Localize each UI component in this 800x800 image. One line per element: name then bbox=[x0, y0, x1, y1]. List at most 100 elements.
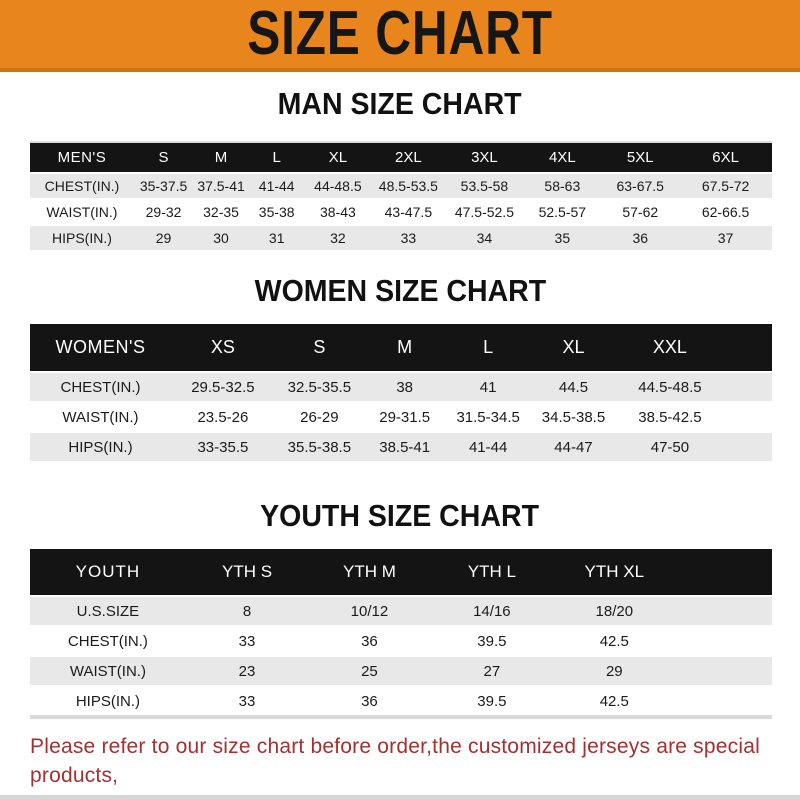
size-value: 35.5-38.5 bbox=[274, 431, 364, 461]
table-row: HIPS(IN.) 33-35.5 35.5-38.5 38.5-41 41-4… bbox=[30, 431, 772, 461]
size-value: 8 bbox=[185, 595, 309, 625]
measurement-label: WAIST(IN.) bbox=[30, 198, 134, 224]
size-column-header: L bbox=[445, 324, 531, 371]
spacer-cell bbox=[675, 549, 772, 595]
youth-size-table: YOUTH YTH S YTH M YTH L YTH XL U.S.SIZE … bbox=[30, 549, 772, 719]
size-value: 62-66.5 bbox=[679, 198, 772, 224]
size-value: 14/16 bbox=[430, 595, 554, 625]
size-column-header: M bbox=[193, 143, 249, 172]
size-value: 31 bbox=[248, 224, 305, 250]
size-column-header: XL bbox=[304, 143, 372, 172]
size-value: 26-29 bbox=[274, 401, 364, 431]
size-value: 32 bbox=[304, 224, 372, 250]
notice-line-1: Please refer to our size chart before or… bbox=[30, 735, 760, 787]
size-column-header: 6XL bbox=[679, 143, 772, 172]
size-value: 35-37.5 bbox=[133, 172, 194, 198]
size-value: 29-31.5 bbox=[363, 401, 446, 431]
size-value: 33 bbox=[185, 625, 309, 655]
size-value: 43-47.5 bbox=[371, 198, 446, 224]
size-value: 38-43 bbox=[304, 198, 372, 224]
measurement-label: WAIST(IN.) bbox=[30, 401, 171, 431]
size-value: 41-44 bbox=[248, 172, 305, 198]
size-value: 44.5-48.5 bbox=[616, 371, 724, 401]
size-column-header: YTH XL bbox=[553, 549, 676, 595]
table-row: HIPS(IN.) 29 30 31 32 33 34 35 36 37 bbox=[30, 224, 772, 250]
measurement-label: HIPS(IN.) bbox=[30, 685, 186, 715]
size-column-header: 5XL bbox=[601, 143, 680, 172]
women-section-heading: WOMEN SIZE CHART bbox=[0, 274, 800, 308]
women-size-table: WOMEN'S XS S M L XL XXL CHEST(IN.) 29.5-… bbox=[30, 324, 772, 461]
size-value: 33-35.5 bbox=[170, 431, 275, 461]
size-value: 32-35 bbox=[193, 198, 249, 224]
measurement-label: CHEST(IN.) bbox=[30, 172, 134, 198]
size-value: 67.5-72 bbox=[679, 172, 772, 198]
table-row: CHEST(IN.) 29.5-32.5 32.5-35.5 38 41 44.… bbox=[30, 371, 772, 401]
measurement-label: U.S.SIZE bbox=[30, 595, 186, 625]
table-row: WAIST(IN.) 29-32 32-35 35-38 38-43 43-47… bbox=[30, 198, 772, 224]
size-column-header: 4XL bbox=[523, 143, 602, 172]
table-row: CHEST(IN.) 33 36 39.5 42.5 bbox=[30, 625, 772, 655]
spacer-cell bbox=[675, 625, 772, 655]
youth-header-row: YOUTH YTH S YTH M YTH L YTH XL bbox=[30, 549, 772, 595]
size-value: 42.5 bbox=[553, 685, 676, 715]
size-value: 38 bbox=[363, 371, 446, 401]
size-value: 52.5-57 bbox=[523, 198, 602, 224]
men-category-header: MEN'S bbox=[30, 143, 134, 172]
size-value: 32.5-35.5 bbox=[274, 371, 364, 401]
youth-section-heading: YOUTH SIZE CHART bbox=[0, 499, 800, 533]
table-row: HIPS(IN.) 33 36 39.5 42.5 bbox=[30, 685, 772, 715]
size-value: 37.5-41 bbox=[193, 172, 249, 198]
size-value: 29.5-32.5 bbox=[170, 371, 275, 401]
page-title: SIZE CHART bbox=[247, 0, 553, 68]
men-size-table: MEN'S S M L XL 2XL 3XL 4XL 5XL 6XL CHEST… bbox=[30, 141, 772, 250]
spacer-cell bbox=[675, 655, 772, 685]
women-category-header: WOMEN'S bbox=[30, 324, 171, 371]
size-value: 10/12 bbox=[308, 595, 431, 625]
size-value: 36 bbox=[308, 685, 431, 715]
table-row: U.S.SIZE 8 10/12 14/16 18/20 bbox=[30, 595, 772, 625]
size-value: 58-63 bbox=[523, 172, 602, 198]
spacer-cell bbox=[675, 685, 772, 715]
size-value: 44-48.5 bbox=[304, 172, 372, 198]
size-value: 36 bbox=[308, 625, 431, 655]
size-value: 33 bbox=[371, 224, 446, 250]
table-row: CHEST(IN.) 35-37.5 37.5-41 41-44 44-48.5… bbox=[30, 172, 772, 198]
bottom-border-strip bbox=[0, 795, 800, 800]
size-value: 36 bbox=[601, 224, 680, 250]
table-row: WAIST(IN.) 23 25 27 29 bbox=[30, 655, 772, 685]
spacer-cell bbox=[723, 324, 772, 371]
size-value: 39.5 bbox=[430, 685, 554, 715]
measurement-label: HIPS(IN.) bbox=[30, 224, 134, 250]
size-value: 35 bbox=[523, 224, 602, 250]
size-value: 44.5 bbox=[530, 371, 617, 401]
spacer-cell bbox=[723, 401, 772, 431]
men-header-row: MEN'S S M L XL 2XL 3XL 4XL 5XL 6XL bbox=[30, 143, 772, 172]
spacer-cell bbox=[723, 431, 772, 461]
footer-notice: Please refer to our size chart before or… bbox=[30, 732, 790, 800]
size-value: 42.5 bbox=[553, 625, 676, 655]
size-value: 63-67.5 bbox=[601, 172, 680, 198]
size-value: 30 bbox=[193, 224, 249, 250]
size-column-header: XXL bbox=[616, 324, 724, 371]
size-value: 57-62 bbox=[601, 198, 680, 224]
size-value: 29-32 bbox=[133, 198, 194, 224]
women-heading-text: WOMEN SIZE CHART bbox=[254, 273, 546, 308]
man-section-heading: MAN SIZE CHART bbox=[0, 87, 800, 121]
measurement-label: WAIST(IN.) bbox=[30, 655, 186, 685]
size-column-header: XS bbox=[170, 324, 275, 371]
size-value: 29 bbox=[133, 224, 194, 250]
size-value: 44-47 bbox=[530, 431, 617, 461]
size-value: 18/20 bbox=[553, 595, 676, 625]
size-value: 47-50 bbox=[616, 431, 724, 461]
size-value: 33 bbox=[185, 685, 309, 715]
table-row: WAIST(IN.) 23.5-26 26-29 29-31.5 31.5-34… bbox=[30, 401, 772, 431]
size-value: 38.5-41 bbox=[363, 431, 446, 461]
size-value: 53.5-58 bbox=[445, 172, 524, 198]
women-header-row: WOMEN'S XS S M L XL XXL bbox=[30, 324, 772, 371]
size-value: 29 bbox=[553, 655, 676, 685]
size-value: 41 bbox=[445, 371, 531, 401]
size-value: 34 bbox=[445, 224, 524, 250]
size-value: 37 bbox=[679, 224, 772, 250]
measurement-label: CHEST(IN.) bbox=[30, 371, 171, 401]
